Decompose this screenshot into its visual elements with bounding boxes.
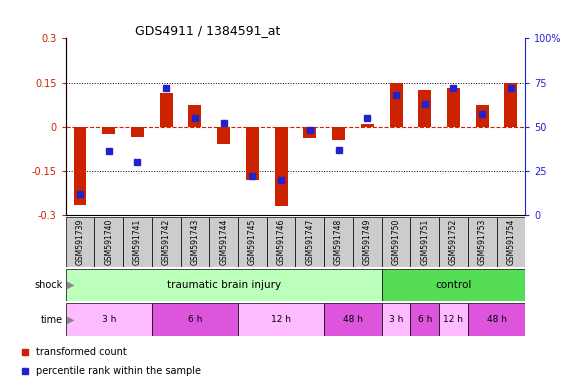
Text: ▶: ▶ <box>67 280 74 290</box>
Text: GDS4911 / 1384591_at: GDS4911 / 1384591_at <box>135 24 280 37</box>
Bar <box>210 217 238 267</box>
Bar <box>468 303 525 336</box>
Text: time: time <box>41 314 63 325</box>
Bar <box>381 269 525 301</box>
Bar <box>468 217 497 267</box>
Text: GSM591747: GSM591747 <box>305 219 315 265</box>
Bar <box>324 217 353 267</box>
Bar <box>381 303 411 336</box>
Bar <box>246 127 259 180</box>
Bar <box>66 303 152 336</box>
Text: GSM591750: GSM591750 <box>392 219 400 265</box>
Text: 3 h: 3 h <box>102 315 116 324</box>
Bar <box>238 217 267 267</box>
Bar <box>353 217 381 267</box>
Bar <box>447 88 460 127</box>
Text: GSM591753: GSM591753 <box>478 219 486 265</box>
Bar <box>497 217 525 267</box>
Bar <box>160 93 172 127</box>
Bar <box>94 217 123 267</box>
Bar <box>505 83 517 127</box>
Bar <box>238 303 324 336</box>
Bar <box>389 83 403 127</box>
Bar <box>131 127 144 137</box>
Text: 12 h: 12 h <box>271 315 291 324</box>
Text: GSM591754: GSM591754 <box>506 219 516 265</box>
Text: 48 h: 48 h <box>486 315 506 324</box>
Text: 12 h: 12 h <box>444 315 464 324</box>
Bar <box>217 127 230 144</box>
Text: GSM591751: GSM591751 <box>420 219 429 265</box>
Bar <box>419 90 431 127</box>
Text: GSM591748: GSM591748 <box>334 219 343 265</box>
Text: GSM591746: GSM591746 <box>276 219 286 265</box>
Text: 48 h: 48 h <box>343 315 363 324</box>
Text: 3 h: 3 h <box>389 315 403 324</box>
Text: percentile rank within the sample: percentile rank within the sample <box>36 366 201 376</box>
Text: GSM591743: GSM591743 <box>191 219 199 265</box>
Bar <box>361 124 374 127</box>
Text: GSM591752: GSM591752 <box>449 219 458 265</box>
Bar <box>296 217 324 267</box>
Text: GSM591741: GSM591741 <box>133 219 142 265</box>
Bar <box>303 127 316 139</box>
Bar <box>332 127 345 140</box>
Bar <box>188 104 202 127</box>
Text: control: control <box>435 280 472 290</box>
Text: GSM591742: GSM591742 <box>162 219 171 265</box>
Text: GSM591749: GSM591749 <box>363 219 372 265</box>
Text: 6 h: 6 h <box>417 315 432 324</box>
Bar <box>381 217 411 267</box>
Text: GSM591745: GSM591745 <box>248 219 257 265</box>
Bar <box>439 217 468 267</box>
Text: 6 h: 6 h <box>188 315 202 324</box>
Text: transformed count: transformed count <box>36 347 127 357</box>
Bar <box>411 303 439 336</box>
Bar <box>152 217 180 267</box>
Bar <box>476 104 489 127</box>
Bar <box>102 127 115 134</box>
Bar <box>267 217 296 267</box>
Bar <box>275 127 288 206</box>
Bar <box>324 303 381 336</box>
Bar <box>152 303 238 336</box>
Text: shock: shock <box>35 280 63 290</box>
Text: GSM591744: GSM591744 <box>219 219 228 265</box>
Bar <box>66 269 381 301</box>
Text: traumatic brain injury: traumatic brain injury <box>167 280 281 290</box>
Bar <box>439 303 468 336</box>
Bar <box>66 217 94 267</box>
Text: GSM591739: GSM591739 <box>75 219 85 265</box>
Bar <box>74 127 86 205</box>
Bar <box>180 217 210 267</box>
Text: GSM591740: GSM591740 <box>104 219 113 265</box>
Bar <box>411 217 439 267</box>
Bar <box>123 217 152 267</box>
Text: ▶: ▶ <box>67 314 74 325</box>
